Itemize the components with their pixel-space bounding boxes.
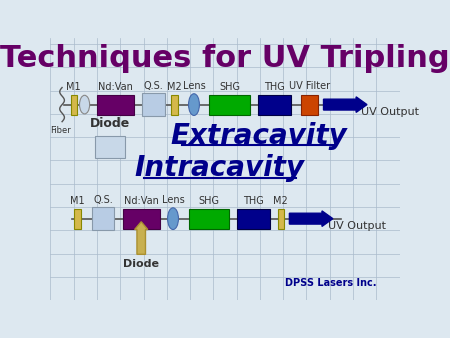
Text: Lens: Lens (162, 195, 184, 205)
FancyArrow shape (324, 97, 367, 112)
FancyBboxPatch shape (278, 209, 284, 229)
FancyBboxPatch shape (301, 95, 318, 115)
FancyBboxPatch shape (142, 93, 165, 116)
FancyBboxPatch shape (97, 95, 134, 115)
Text: Lens: Lens (183, 81, 205, 91)
Text: DPSS Lasers Inc.: DPSS Lasers Inc. (285, 279, 376, 288)
FancyBboxPatch shape (258, 95, 291, 115)
FancyBboxPatch shape (95, 137, 125, 158)
Text: SHG: SHG (219, 82, 240, 92)
Text: UV Output: UV Output (361, 107, 419, 117)
Text: SHG: SHG (198, 196, 219, 206)
FancyBboxPatch shape (238, 209, 270, 229)
Text: Intracavity: Intracavity (135, 154, 305, 182)
Text: THG: THG (264, 82, 285, 92)
Text: UV Filter: UV Filter (289, 81, 330, 91)
Text: Diode: Diode (90, 117, 130, 130)
Text: Extracavity: Extracavity (170, 122, 347, 150)
Text: Q.S.: Q.S. (93, 195, 113, 205)
Ellipse shape (80, 95, 90, 114)
Text: Fiber: Fiber (50, 126, 71, 135)
Text: Q.S.: Q.S. (144, 81, 163, 91)
Text: M2: M2 (274, 196, 288, 206)
Text: Nd:Van: Nd:Van (98, 82, 133, 92)
Ellipse shape (189, 94, 199, 116)
FancyArrow shape (135, 222, 148, 254)
FancyBboxPatch shape (75, 209, 81, 229)
FancyBboxPatch shape (171, 95, 178, 115)
Text: M1: M1 (70, 196, 85, 206)
Text: THG: THG (243, 196, 264, 206)
Text: UV Output: UV Output (328, 221, 386, 232)
Ellipse shape (167, 208, 179, 230)
Text: Diode: Diode (123, 259, 159, 269)
Text: M2: M2 (167, 82, 182, 92)
FancyBboxPatch shape (92, 207, 114, 230)
Text: Nd:Van: Nd:Van (124, 196, 159, 206)
FancyBboxPatch shape (122, 209, 160, 229)
Text: Techniques for UV Tripling: Techniques for UV Tripling (0, 44, 450, 73)
FancyArrow shape (289, 211, 333, 226)
FancyBboxPatch shape (71, 95, 77, 115)
Text: M1: M1 (67, 82, 81, 92)
FancyBboxPatch shape (189, 209, 229, 229)
FancyBboxPatch shape (210, 95, 250, 115)
